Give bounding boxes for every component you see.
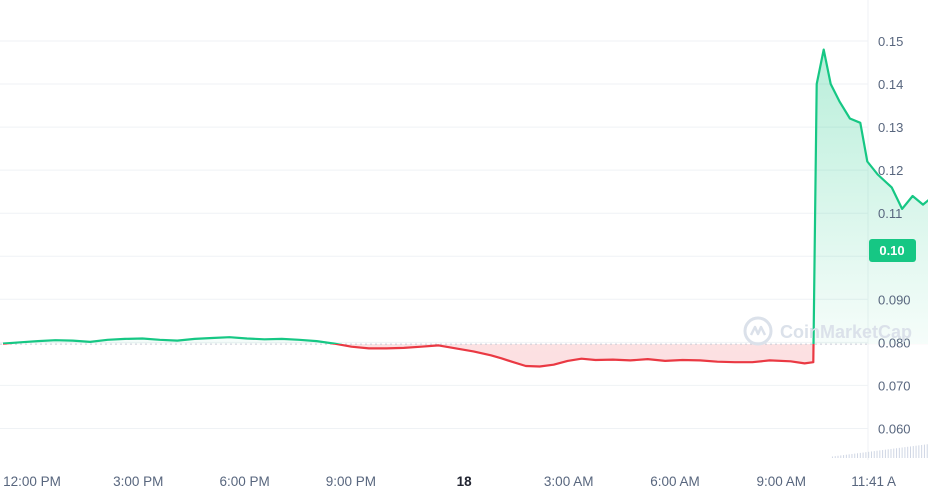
y-tick-label: 0.11: [878, 206, 902, 221]
price-area: [3, 49, 928, 367]
y-tick-label: 0.060: [878, 421, 911, 436]
watermark-text: CoinMarketCap: [780, 322, 912, 342]
y-tick-label: 0.080: [878, 335, 911, 350]
price-line: [2, 48, 928, 368]
y-tick-label: 0.12: [878, 163, 903, 178]
area-above-baseline: [3, 49, 928, 344]
gridlines: [0, 0, 869, 460]
x-tick-label: 6:00 PM: [219, 474, 269, 489]
coinmarketcap-logo-icon: [743, 316, 773, 346]
x-tick-label: 9:00 AM: [757, 474, 807, 489]
y-tick-label: 0.13: [878, 120, 903, 135]
volume-bars: [831, 444, 928, 458]
x-tick-label: 9:00 PM: [326, 474, 376, 489]
x-tick-label: 12:00 PM: [3, 474, 61, 489]
x-tick-label: 3:00 AM: [544, 474, 594, 489]
x-tick-label: 3:00 PM: [113, 474, 163, 489]
current-price-badge: 0.10: [869, 239, 916, 262]
y-axis: 0.060 0.070 0.080 0.090 0.11 0.12 0.13 0.14 0.15: [878, 34, 911, 436]
watermark: CoinMarketCap: [743, 316, 912, 346]
y-tick-label: 0.090: [878, 292, 911, 307]
x-axis: 12:00 PM 3:00 PM 6:00 PM 9:00 PM 18 3:00 AM 6:…: [3, 474, 896, 489]
current-price-label: 0.10: [879, 243, 904, 258]
x-tick-label: 11:41 A: [851, 474, 896, 489]
y-tick-label: 0.15: [878, 34, 903, 49]
x-tick-label: 6:00 AM: [650, 474, 700, 489]
x-tick-label: 18: [457, 474, 473, 489]
price-line-down: [3, 344, 815, 368]
area-below-baseline: [3, 344, 928, 367]
y-tick-label: 0.070: [878, 378, 911, 393]
price-line-up: [2, 48, 928, 344]
y-tick-label: 0.14: [878, 77, 903, 92]
